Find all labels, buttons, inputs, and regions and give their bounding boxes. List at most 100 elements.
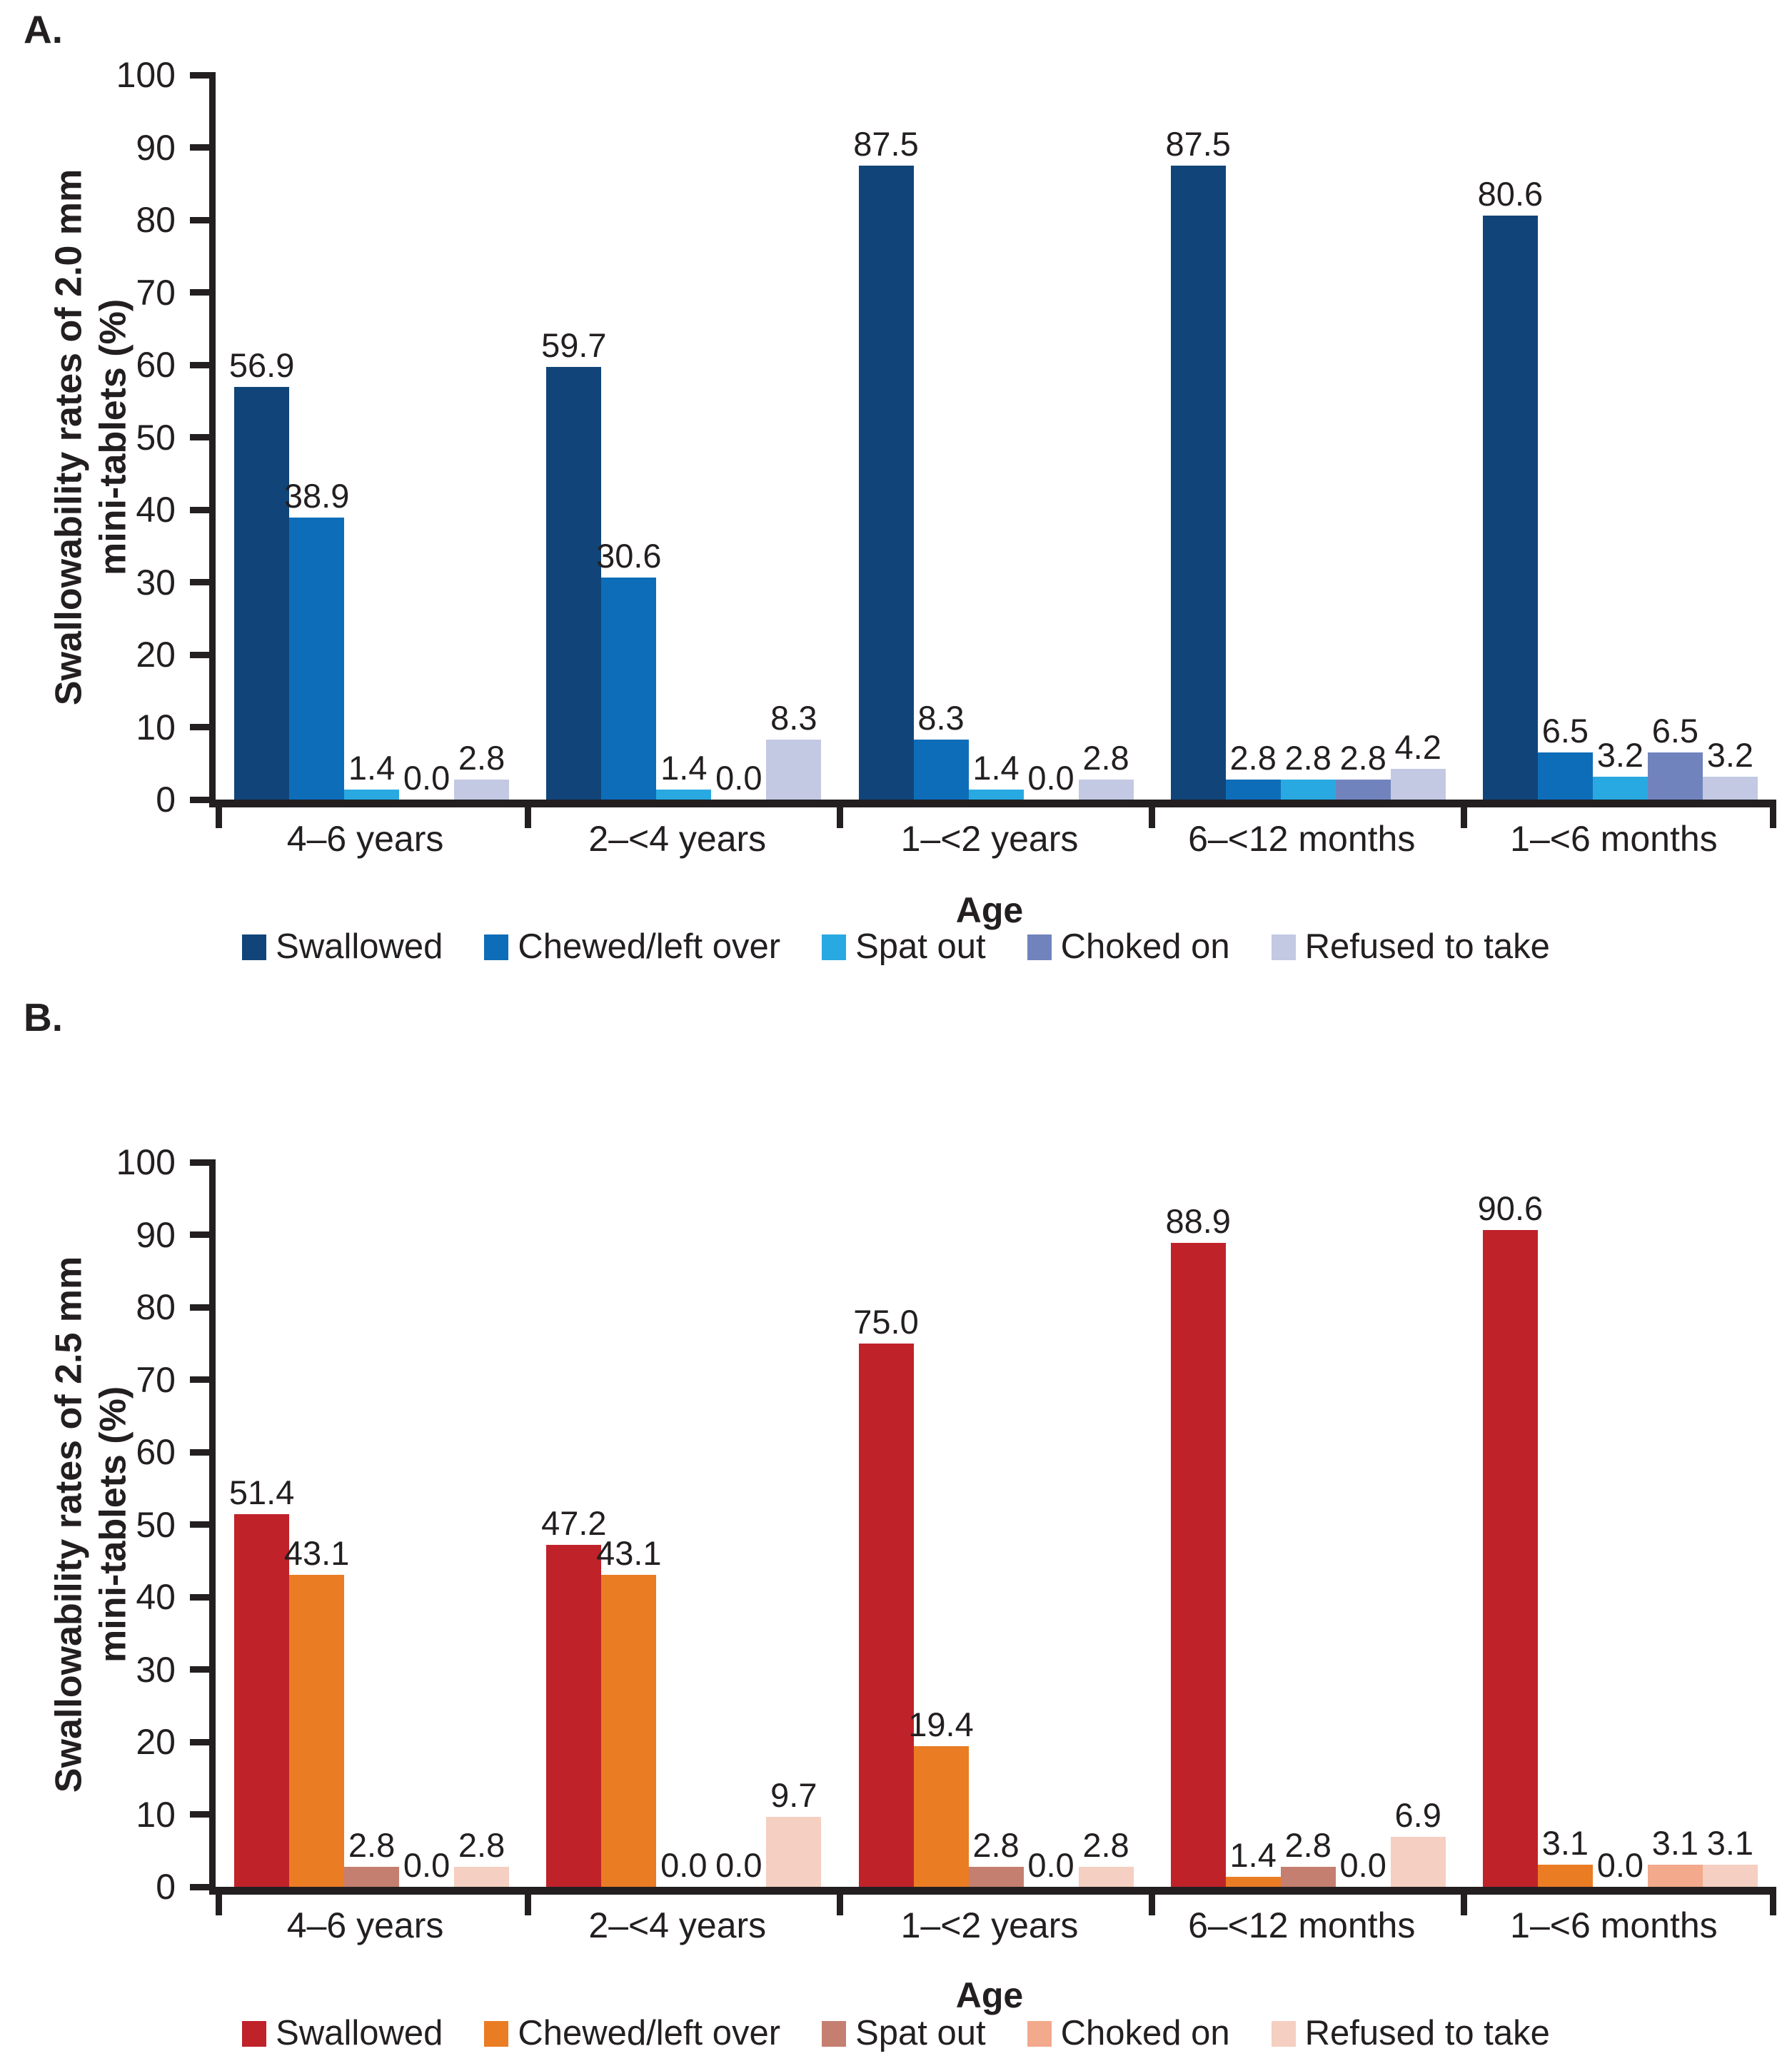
panel-a-y-axis-label-line1: Swallowability rates of 2.0 mm: [48, 168, 90, 706]
bar: [1225, 1876, 1281, 1887]
bar-value-label: 2.8: [458, 738, 505, 777]
bar: [601, 1574, 657, 1887]
bar-value-label: 51.4: [228, 1473, 295, 1512]
y-axis-tick: [190, 289, 216, 296]
panel-b-y-axis-label-line1: Swallowability rates of 2.5 mm: [48, 1256, 90, 1793]
y-axis-tick-label: 50: [136, 417, 176, 458]
bar: [289, 518, 345, 800]
bar-value-label: 6.9: [1394, 1795, 1441, 1834]
bar: [1702, 776, 1758, 800]
bar-and-label: 0.0: [1336, 1848, 1391, 1887]
bar: [1647, 1864, 1703, 1887]
legend-label: Choked on: [1060, 927, 1230, 966]
y-axis-tick-label: 50: [136, 1504, 176, 1545]
y-axis-tick: [190, 361, 216, 368]
bar: [1482, 1230, 1538, 1887]
y-axis-tick-label: 0: [156, 780, 176, 820]
bar-and-label: 1.4: [656, 748, 712, 800]
y-axis-tick: [190, 796, 216, 803]
bar: [913, 739, 969, 800]
bar-value-label: 2.8: [458, 1825, 505, 1864]
panel-b-plot-area: 0 10 20 30 40 50 60 70 80 90 100 51.4 43.1 2.8 0.0 2.8 4…: [116, 1144, 1776, 1915]
bar-value-label: 1.4: [1229, 1835, 1277, 1874]
y-axis-tick: [190, 579, 216, 585]
bar: [234, 1514, 290, 1887]
bar: [656, 789, 712, 800]
bar-value-label: 90.6: [1477, 1189, 1544, 1228]
x-axis-tick: [524, 800, 531, 828]
bar-value-label: 3.2: [1596, 735, 1644, 774]
y-axis-tick-label: 80: [136, 200, 176, 240]
legend-item: Refused to take: [1271, 2016, 1550, 2051]
bar-value-label: 4.2: [1394, 728, 1441, 767]
legend-swatch: [484, 2020, 509, 2047]
bar-and-label: 6.5: [1647, 714, 1703, 800]
bar: [1537, 1864, 1593, 1887]
y-axis-tick-label: 70: [136, 272, 176, 313]
y-axis-tick-label: 20: [136, 1722, 176, 1762]
bar-value-label: 1.4: [660, 748, 708, 787]
bar-and-label: 0.0: [711, 761, 766, 800]
bar-value-label: 0.0: [715, 1846, 762, 1884]
legend-label: Choked on: [1060, 2014, 1230, 2052]
bar-and-label: 1.4: [968, 751, 1024, 800]
bar-and-label: 88.9: [1165, 1204, 1231, 1887]
legend-item: Chewed/left over: [484, 929, 780, 964]
y-axis-tick: [190, 1738, 216, 1745]
bar-group: 47.2 43.1 0.0 0.0 9.7: [528, 1162, 840, 1887]
y-axis-tick-label: 30: [136, 562, 176, 603]
bar: [968, 1866, 1024, 1887]
bar-group: 80.6 6.5 3.2 6.5 3.2: [1464, 75, 1776, 800]
y-axis-tick: [190, 71, 216, 79]
bar: [454, 1866, 510, 1887]
bar-and-label: 87.5: [853, 127, 919, 800]
bar-and-label: 0.0: [1024, 761, 1079, 800]
panel-a-plot-area: 0 10 20 30 40 50 60 70 80 90 100 56.9 38.9 1.4 0.0 2.8 5…: [116, 57, 1776, 828]
bar-group: 87.5 2.8 2.8 2.8 4.2: [1152, 75, 1464, 800]
legend-item: Refused to take: [1271, 929, 1550, 964]
panel-a-x-axis-title: Age: [955, 890, 1024, 930]
bar: [1390, 769, 1446, 800]
bar-value-label: 87.5: [1165, 124, 1231, 163]
bar-and-label: 43.1: [284, 1536, 349, 1887]
legend-item: Choked on: [1027, 929, 1230, 964]
legend-swatch: [1027, 2020, 1052, 2047]
bar-value-label: 38.9: [283, 477, 350, 515]
y-axis-tick-label: 80: [136, 1287, 176, 1327]
legend-swatch: [1027, 934, 1052, 960]
legend-swatch: [822, 934, 847, 960]
y-axis-tick: [190, 1521, 216, 1528]
bar-value-label: 2.8: [1284, 738, 1332, 777]
bar: [344, 789, 400, 800]
legend-swatch: [242, 934, 267, 960]
bar-value-label: 9.7: [770, 1775, 817, 1814]
bar-group: 56.9 38.9 1.4 0.0 2.8: [216, 75, 528, 800]
bar-value-label: 8.3: [770, 698, 817, 737]
bar-and-label: 6.5: [1537, 714, 1593, 800]
panel-a-y-axis-label-line2: mini-tablets (%): [93, 298, 134, 576]
panel-b-y-axis-label: Swallowability rates of 2.5 mm mini-tabl…: [47, 1079, 136, 1971]
x-axis-tick: [1149, 800, 1156, 828]
bar: [913, 1746, 969, 1887]
bar-value-label: 3.1: [1541, 1823, 1589, 1862]
bar-and-label: 90.6: [1478, 1191, 1543, 1887]
bar-and-label: 87.5: [1165, 127, 1231, 800]
panel-a-y-axis-label: Swallowability rates of 2.0 mm mini-tabl…: [47, 0, 136, 884]
bar-and-label: 59.7: [541, 328, 607, 800]
bar-and-label: 3.2: [1702, 738, 1758, 800]
bar-and-label: 4.2: [1390, 728, 1446, 800]
bar-value-label: 43.1: [596, 1533, 662, 1572]
bar-and-label: 3.1: [1647, 1826, 1703, 1887]
bar-value-label: 19.4: [908, 1705, 974, 1744]
bar-value-label: 8.3: [917, 698, 965, 737]
bar-value-label: 2.8: [1082, 738, 1129, 777]
y-axis-tick-label: 60: [136, 345, 176, 385]
bar: [766, 739, 822, 800]
legend-item: Chewed/left over: [484, 2016, 780, 2051]
bar-and-label: 3.2: [1592, 735, 1648, 800]
bar-and-label: 0.0: [656, 1848, 711, 1887]
bar-and-label: 0.0: [1593, 1848, 1648, 1887]
bar-and-label: 19.4: [908, 1708, 974, 1887]
y-axis-tick: [190, 651, 216, 658]
panel-a-x-axis-labels: 4–6 years 2–<4 years 1–<2 years 6–<12 month…: [209, 821, 1770, 857]
